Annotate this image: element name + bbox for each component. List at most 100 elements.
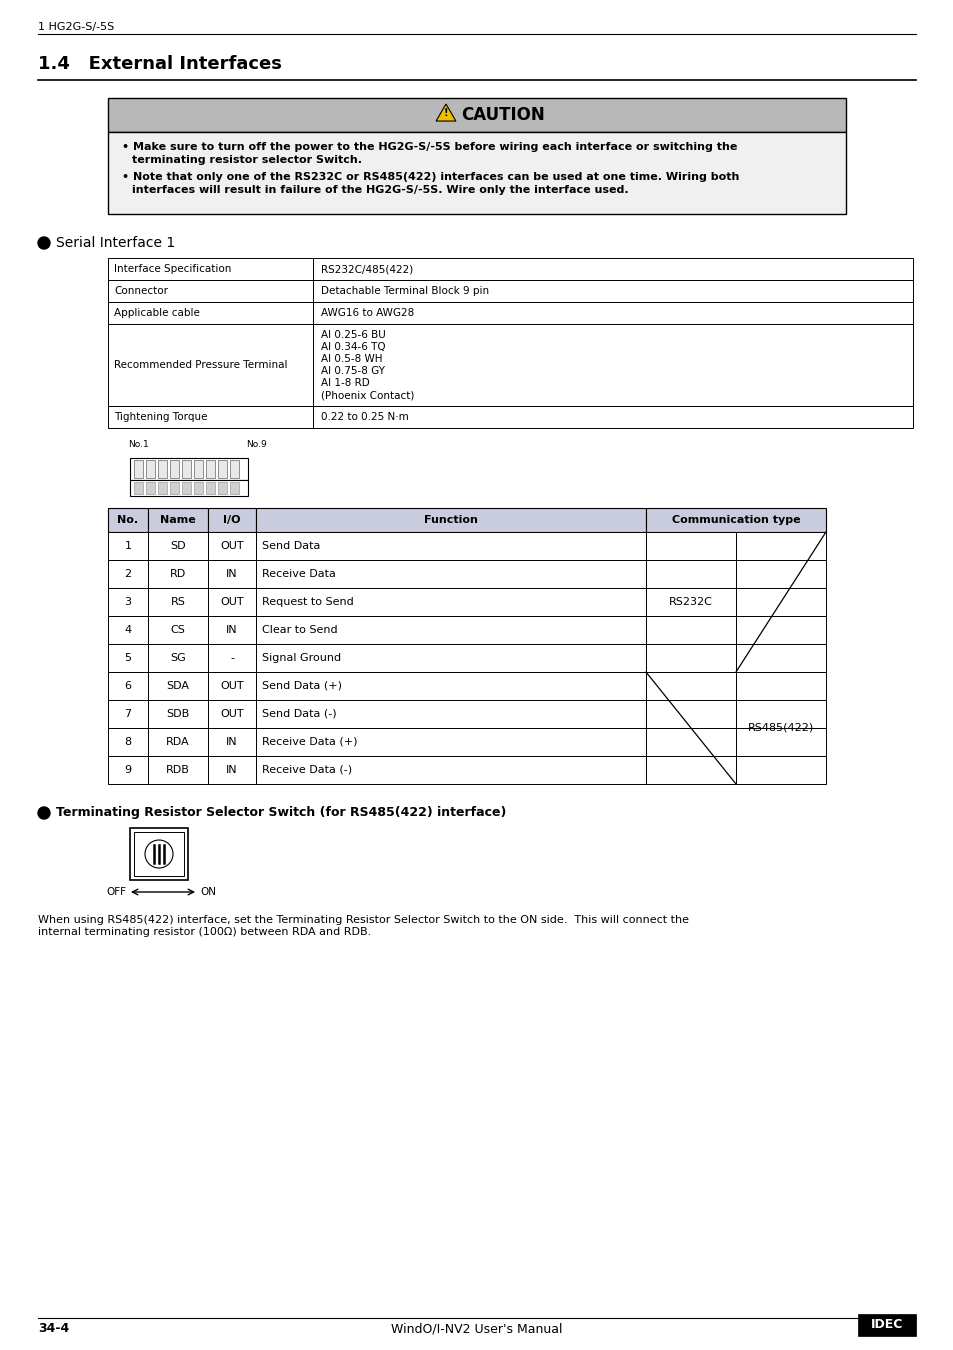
Text: 7: 7: [124, 709, 132, 720]
Text: 5: 5: [125, 653, 132, 663]
Bar: [857, 1314, 915, 1336]
Bar: [255, 560, 645, 589]
Text: Receive Data: Receive Data: [262, 568, 335, 579]
Text: 2: 2: [124, 568, 132, 579]
Bar: [146, 460, 154, 478]
Text: When using RS485(422) interface, set the Terminating Resistor Selector Switch to: When using RS485(422) interface, set the…: [38, 915, 688, 937]
Bar: [108, 302, 313, 324]
Text: AI 0.34-6 TQ: AI 0.34-6 TQ: [320, 342, 385, 352]
Bar: [148, 589, 208, 616]
Text: Applicable cable: Applicable cable: [113, 308, 200, 319]
Bar: [182, 460, 191, 478]
Bar: [735, 672, 825, 701]
Bar: [313, 258, 912, 279]
Text: 6: 6: [125, 680, 132, 691]
Text: Send Data: Send Data: [262, 541, 320, 551]
Bar: [255, 756, 645, 784]
Bar: [108, 324, 313, 406]
Bar: [108, 532, 148, 560]
Bar: [170, 482, 179, 494]
Bar: [735, 728, 825, 756]
Text: CS: CS: [171, 625, 185, 634]
Text: OUT: OUT: [220, 541, 244, 551]
Bar: [255, 616, 645, 644]
Text: !: !: [443, 108, 448, 117]
Bar: [130, 458, 248, 481]
Circle shape: [38, 238, 50, 248]
Text: AI 0.75-8 GY: AI 0.75-8 GY: [320, 366, 385, 377]
Bar: [645, 756, 735, 784]
Bar: [206, 482, 214, 494]
Bar: [158, 482, 167, 494]
Bar: [313, 406, 912, 428]
Text: Signal Ground: Signal Ground: [262, 653, 341, 663]
Text: • Make sure to turn off the power to the HG2G-S/-5S before wiring each interface: • Make sure to turn off the power to the…: [122, 142, 737, 153]
Bar: [108, 701, 148, 728]
Bar: [230, 460, 239, 478]
Text: IN: IN: [226, 625, 237, 634]
Text: Connector: Connector: [113, 286, 168, 296]
Bar: [148, 756, 208, 784]
Text: WindO/I-NV2 User's Manual: WindO/I-NV2 User's Manual: [391, 1322, 562, 1335]
Bar: [108, 672, 148, 701]
Bar: [182, 482, 191, 494]
Text: -: -: [230, 653, 233, 663]
Text: AWG16 to AWG28: AWG16 to AWG28: [320, 308, 414, 319]
Bar: [108, 616, 148, 644]
Text: No.9: No.9: [246, 440, 267, 450]
Text: IN: IN: [226, 765, 237, 775]
Text: No.1: No.1: [128, 440, 149, 450]
Text: SDA: SDA: [167, 680, 190, 691]
Text: 0.22 to 0.25 N·m: 0.22 to 0.25 N·m: [320, 412, 408, 423]
Bar: [193, 482, 203, 494]
Bar: [108, 644, 148, 672]
Bar: [645, 560, 735, 589]
Bar: [208, 644, 255, 672]
Text: terminating resistor selector Switch.: terminating resistor selector Switch.: [132, 155, 361, 165]
Text: interfaces will result in failure of the HG2G-S/-5S. Wire only the interface use: interfaces will result in failure of the…: [132, 185, 628, 194]
Bar: [158, 460, 167, 478]
Bar: [108, 756, 148, 784]
Text: AI 0.5-8 WH: AI 0.5-8 WH: [320, 354, 382, 364]
Text: 8: 8: [124, 737, 132, 747]
Bar: [148, 644, 208, 672]
Text: OUT: OUT: [220, 709, 244, 720]
Bar: [108, 406, 313, 428]
Text: Send Data (+): Send Data (+): [262, 680, 341, 691]
Bar: [645, 508, 825, 532]
Text: OFF: OFF: [106, 887, 126, 896]
Bar: [208, 701, 255, 728]
Bar: [645, 589, 735, 616]
Text: RS485(422): RS485(422): [747, 724, 813, 733]
Text: AI 1-8 RD: AI 1-8 RD: [320, 378, 370, 387]
Text: I/O: I/O: [223, 514, 240, 525]
Bar: [735, 701, 825, 728]
Bar: [645, 532, 735, 560]
Text: RDA: RDA: [166, 737, 190, 747]
Bar: [255, 672, 645, 701]
Bar: [148, 701, 208, 728]
Bar: [108, 589, 148, 616]
Text: RDB: RDB: [166, 765, 190, 775]
Bar: [170, 460, 179, 478]
Text: Clear to Send: Clear to Send: [262, 625, 337, 634]
Bar: [108, 258, 313, 279]
Text: Recommended Pressure Terminal: Recommended Pressure Terminal: [113, 360, 287, 370]
Bar: [208, 532, 255, 560]
Bar: [645, 728, 735, 756]
Bar: [255, 644, 645, 672]
Bar: [148, 616, 208, 644]
Text: SG: SG: [170, 653, 186, 663]
Text: RS232C/485(422): RS232C/485(422): [320, 265, 413, 274]
Text: 3: 3: [125, 597, 132, 608]
Bar: [218, 460, 227, 478]
Circle shape: [145, 840, 172, 868]
Bar: [108, 132, 845, 215]
Text: (Phoenix Contact): (Phoenix Contact): [320, 390, 414, 400]
Text: OUT: OUT: [220, 597, 244, 608]
Bar: [208, 728, 255, 756]
Text: No.: No.: [117, 514, 138, 525]
Text: RS232C: RS232C: [668, 597, 712, 608]
Bar: [206, 460, 214, 478]
Text: • Note that only one of the RS232C or RS485(422) interfaces can be used at one t: • Note that only one of the RS232C or RS…: [122, 171, 739, 182]
